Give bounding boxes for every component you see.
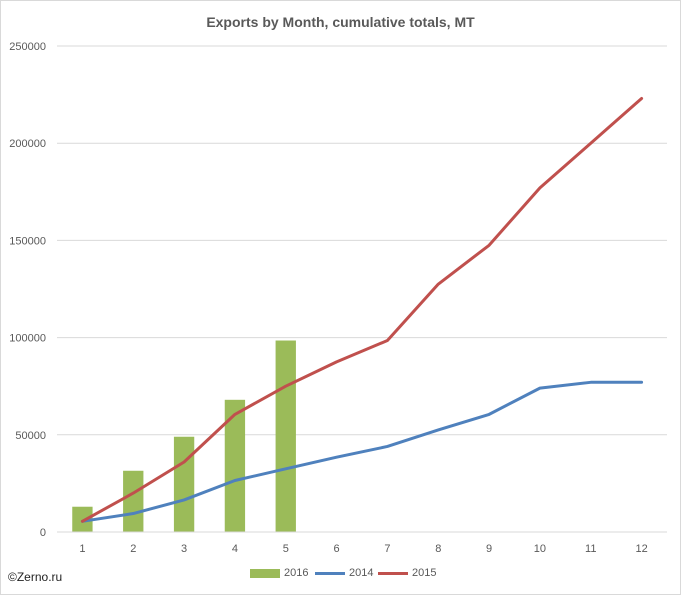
- x-tick-label-9: 10: [534, 543, 546, 555]
- x-tick-label-10: 11: [585, 543, 596, 555]
- x-tick-label-4: 5: [283, 543, 289, 555]
- bar-2016-5: [275, 340, 296, 532]
- chart-title: Exports by Month, cumulative totals, MT: [206, 14, 475, 30]
- legend-item-2015: 2015: [378, 567, 436, 579]
- legend-label-2014: 2014: [349, 567, 374, 579]
- x-tick-label-8: 9: [486, 543, 492, 555]
- y-tick-label-1: 50000: [15, 430, 46, 442]
- legend-label-2015: 2015: [412, 567, 437, 579]
- x-tick-label-6: 7: [384, 543, 390, 555]
- y-tick-label-4: 200000: [9, 138, 46, 150]
- legend-item-2014: 2014: [315, 567, 373, 579]
- legend-swatch-2016: [250, 568, 280, 578]
- credit-text: ©Zerno.ru: [8, 570, 63, 584]
- bar-2016-4: [224, 399, 246, 532]
- bar-2016-3: [173, 436, 195, 532]
- y-tick-label-3: 150000: [9, 235, 46, 247]
- legend-swatch-2014: [315, 571, 345, 575]
- bar-2016-1: [72, 506, 93, 532]
- legend-swatch-2015: [378, 571, 408, 575]
- y-tick-label-0: 0: [40, 527, 46, 539]
- x-tick-label-11: 12: [635, 543, 647, 555]
- legend-label-2016: 2016: [284, 567, 309, 579]
- line-series-2015: [80, 96, 644, 523]
- bar-2016-2: [123, 470, 144, 532]
- x-tick-label-5: 6: [334, 543, 340, 555]
- x-tick-label-0: 1: [79, 543, 85, 555]
- x-tick-label-2: 3: [181, 543, 187, 555]
- line-series-2014: [80, 380, 644, 523]
- legend-item-2016: 2016: [250, 567, 308, 579]
- x-tick-label-1: 2: [130, 543, 136, 555]
- x-tick-label-7: 8: [435, 543, 441, 555]
- y-tick-label-5: 250000: [9, 41, 46, 53]
- chart-legend: 2016 2014 2015: [0, 567, 681, 583]
- x-tick-label-3: 4: [232, 543, 238, 555]
- y-tick-label-2: 100000: [9, 333, 46, 345]
